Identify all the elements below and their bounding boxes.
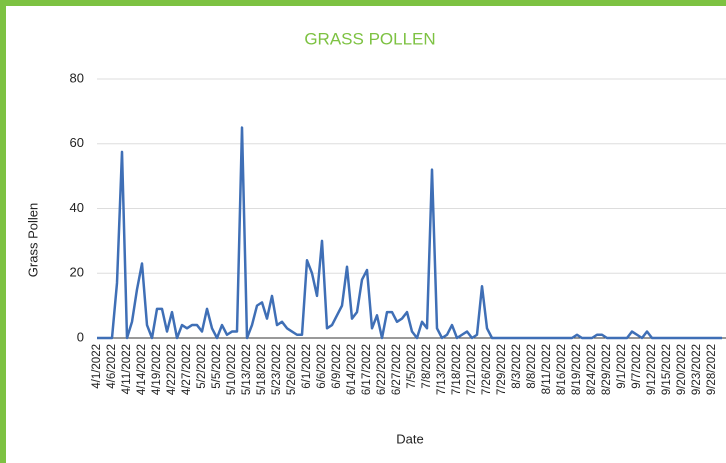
- x-tick-label: 7/29/2022: [496, 344, 508, 395]
- x-tick-label: 8/29/2022: [601, 344, 613, 395]
- x-tick-label: 9/20/2022: [676, 344, 688, 395]
- x-tick-label: 9/12/2022: [646, 344, 658, 395]
- x-tick-label: 4/19/2022: [151, 344, 163, 395]
- x-tick-label: 4/27/2022: [181, 344, 193, 395]
- x-tick-label: 6/27/2022: [391, 344, 403, 395]
- x-tick-label: 6/17/2022: [361, 344, 373, 395]
- x-tick-label: 4/6/2022: [106, 344, 118, 389]
- x-tick-label: 5/2/2022: [196, 344, 208, 389]
- y-tick-label: 60: [70, 135, 84, 150]
- x-tick-label: 4/1/2022: [91, 344, 103, 389]
- data-line: [97, 126, 722, 340]
- x-tick-label: 5/26/2022: [286, 344, 298, 395]
- x-tick-label: 8/19/2022: [571, 344, 583, 395]
- x-tick-label: 6/9/2022: [331, 344, 343, 389]
- x-tick-label: 9/7/2022: [631, 344, 643, 389]
- x-tick-label: 4/14/2022: [136, 344, 148, 395]
- x-tick-label: 9/28/2022: [706, 344, 718, 395]
- y-axis-label: Grass Pollen: [25, 203, 40, 277]
- x-tick-label: 7/5/2022: [406, 344, 418, 389]
- x-tick-label: 5/23/2022: [271, 344, 283, 395]
- x-tick-label: 5/18/2022: [256, 344, 268, 395]
- y-tick-label: 40: [70, 200, 84, 215]
- x-tick-label: 8/16/2022: [556, 344, 568, 395]
- x-tick-label: 5/13/2022: [241, 344, 253, 395]
- x-tick-label: 5/10/2022: [226, 344, 238, 395]
- x-tick-label: 8/3/2022: [511, 344, 523, 389]
- x-tick-label: 6/22/2022: [376, 344, 388, 395]
- x-tick-label: 5/5/2022: [211, 344, 223, 389]
- chart-title: GRASS POLLEN: [304, 29, 435, 48]
- x-axis-label: Date: [396, 431, 423, 446]
- x-tick-label: 7/18/2022: [451, 344, 463, 395]
- x-tick-label: 4/11/2022: [121, 344, 133, 394]
- x-tick-label: 4/22/2022: [166, 344, 178, 395]
- x-tick-label: 9/23/2022: [691, 344, 703, 395]
- y-tick-label: 80: [70, 70, 84, 85]
- x-tick-label: 6/14/2022: [346, 344, 358, 395]
- x-tick-label: 6/6/2022: [316, 344, 328, 389]
- x-tick-label: 7/13/2022: [436, 344, 448, 395]
- y-tick-label: 0: [77, 329, 84, 344]
- x-tick-label: 7/26/2022: [481, 344, 493, 395]
- x-tick-label: 9/15/2022: [661, 344, 673, 395]
- x-tick-label: 8/24/2022: [586, 344, 598, 395]
- x-tick-label: 7/21/2022: [466, 344, 478, 395]
- x-tick-label: 6/1/2022: [301, 344, 313, 389]
- x-tick-label: 8/11/2022: [541, 344, 553, 394]
- x-tick-label: 8/8/2022: [526, 344, 538, 389]
- y-tick-label: 20: [70, 265, 84, 280]
- x-tick-label: 7/8/2022: [421, 344, 433, 389]
- x-tick-label: 9/1/2022: [616, 344, 628, 389]
